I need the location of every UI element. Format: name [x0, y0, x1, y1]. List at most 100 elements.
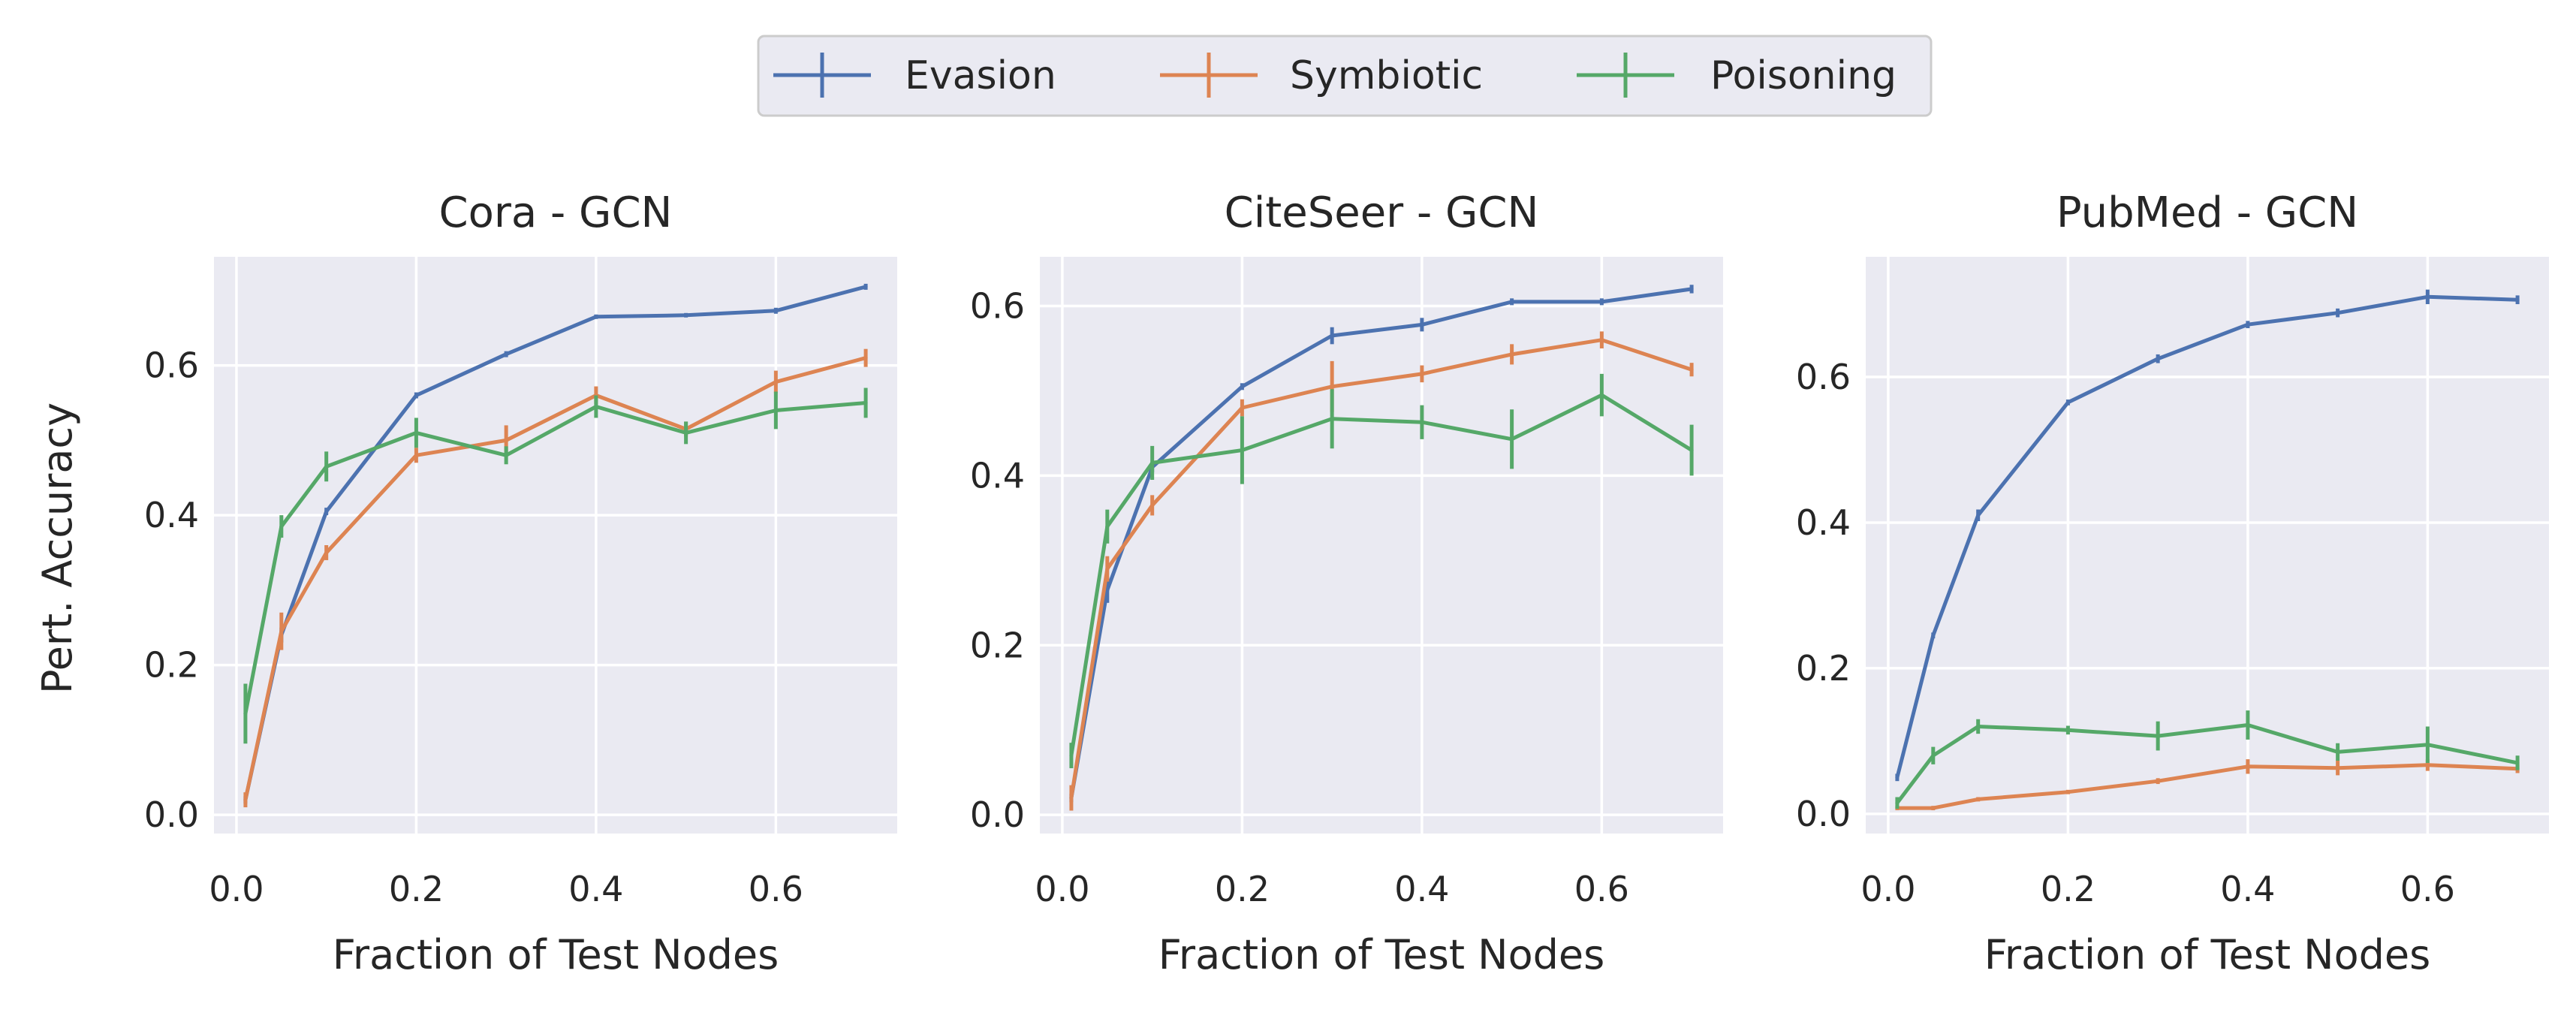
- data-point-symbiotic: [1510, 352, 1514, 357]
- plot-area: [1866, 257, 2549, 834]
- data-point-evasion: [1976, 513, 1981, 517]
- legend-entry-poisoning: Poisoning: [1577, 53, 1897, 98]
- data-point-evasion: [2425, 294, 2430, 299]
- data-point-evasion: [1105, 588, 1110, 592]
- data-point-poisoning: [414, 430, 418, 435]
- y-tick-label: 0.4: [970, 455, 1025, 496]
- data-point-poisoning: [1150, 460, 1155, 465]
- data-point-evasion: [2065, 400, 2070, 405]
- y-tick-label: 0.6: [970, 286, 1025, 327]
- legend-label-symbiotic: Symbiotic: [1290, 53, 1483, 98]
- x-tick-label: 0.2: [2041, 869, 2095, 909]
- data-point-symbiotic: [2246, 764, 2250, 769]
- y-tick-label: 0.0: [144, 794, 199, 835]
- data-point-evasion: [1330, 333, 1334, 338]
- y-tick-label: 0.0: [970, 794, 1025, 835]
- data-point-symbiotic: [504, 438, 508, 442]
- data-point-symbiotic: [1420, 372, 1424, 376]
- x-tick-label: 0.0: [209, 869, 264, 909]
- x-tick-label: 0.0: [1035, 869, 1089, 909]
- data-point-evasion: [414, 393, 418, 398]
- y-tick-label: 0.4: [1796, 502, 1851, 543]
- data-point-symbiotic: [414, 453, 418, 457]
- y-tick-label: 0.2: [1796, 648, 1851, 689]
- data-point-symbiotic: [324, 550, 329, 555]
- data-point-poisoning: [1240, 448, 1244, 453]
- data-point-poisoning: [863, 400, 868, 405]
- data-point-symbiotic: [2156, 779, 2160, 783]
- panel-cora-gcn: 0.0 0.2 0.4 0.6 0.0 0.2 0.4 0.6 Cora - GCN Fracti…: [144, 188, 897, 978]
- data-point-evasion: [504, 352, 508, 357]
- data-point-poisoning: [1330, 417, 1334, 421]
- y-tick-label: 0.6: [144, 345, 199, 386]
- data-point-symbiotic: [279, 629, 284, 634]
- x-tick-label: 0.4: [2220, 869, 2275, 909]
- data-point-symbiotic: [1069, 796, 1074, 800]
- data-point-poisoning: [684, 430, 688, 435]
- data-point-symbiotic: [1330, 384, 1334, 389]
- x-tick-label: 0.6: [1574, 869, 1629, 909]
- panel-pubmed-gcn: 0.0 0.2 0.4 0.6 0.0 0.2 0.4 0.6 PubMed - GCN Frac…: [1796, 188, 2549, 978]
- y-axis-label: Pert. Accuracy: [34, 402, 81, 694]
- legend-entry-symbiotic: Symbiotic: [1160, 53, 1483, 98]
- data-point-poisoning: [2336, 749, 2340, 754]
- data-point-poisoning: [1599, 393, 1604, 397]
- data-point-symbiotic: [2065, 790, 2070, 794]
- data-point-symbiotic: [243, 797, 248, 802]
- panel-title: Cora - GCN: [439, 188, 673, 237]
- data-point-symbiotic: [2425, 763, 2430, 767]
- data-point-evasion: [684, 313, 688, 318]
- data-point-evasion: [594, 315, 598, 319]
- plot-area: [1040, 257, 1723, 834]
- data-point-poisoning: [1105, 524, 1110, 529]
- data-point-evasion: [2336, 311, 2340, 315]
- data-point-poisoning: [243, 711, 248, 716]
- data-point-poisoning: [594, 404, 598, 408]
- data-point-poisoning: [1689, 448, 1694, 453]
- data-point-poisoning: [1420, 420, 1424, 424]
- data-point-symbiotic: [863, 356, 868, 360]
- panel-title: CiteSeer - GCN: [1225, 188, 1539, 237]
- data-point-poisoning: [1976, 724, 1981, 728]
- legend-label-evasion: Evasion: [905, 53, 1056, 98]
- data-point-poisoning: [1069, 753, 1074, 758]
- data-point-poisoning: [1931, 753, 1936, 758]
- legend: Evasion Symbiotic Poisoning: [757, 35, 1933, 117]
- data-point-poisoning: [2065, 728, 2070, 732]
- data-point-evasion: [1599, 300, 1604, 304]
- data-point-symbiotic: [2336, 766, 2340, 770]
- data-point-poisoning: [2515, 761, 2520, 765]
- data-point-symbiotic: [1599, 338, 1604, 342]
- panel-title: PubMed - GCN: [2056, 188, 2358, 237]
- data-point-symbiotic: [1105, 567, 1110, 571]
- data-point-symbiotic: [1931, 806, 1936, 810]
- data-point-evasion: [1510, 300, 1514, 304]
- data-point-evasion: [1240, 384, 1244, 389]
- data-point-evasion: [2515, 297, 2520, 302]
- data-point-evasion: [2156, 357, 2160, 361]
- data-point-evasion: [1931, 633, 1936, 638]
- x-tick-label: 0.2: [389, 869, 444, 909]
- data-point-evasion: [2246, 322, 2250, 327]
- x-tick-label: 0.4: [1394, 869, 1449, 909]
- data-point-evasion: [1895, 775, 1900, 779]
- x-axis-label: Fraction of Test Nodes: [333, 931, 779, 978]
- data-point-poisoning: [1895, 800, 1900, 805]
- data-point-poisoning: [1510, 437, 1514, 442]
- x-tick-label: 0.6: [749, 869, 803, 909]
- y-tick-label: 0.0: [1796, 794, 1851, 834]
- y-tick-label: 0.2: [144, 645, 199, 686]
- data-point-poisoning: [504, 453, 508, 457]
- data-point-symbiotic: [1689, 367, 1694, 372]
- data-point-evasion: [1420, 322, 1424, 327]
- x-tick-label: 0.2: [1215, 869, 1270, 909]
- x-axis-label: Fraction of Test Nodes: [1158, 931, 1605, 978]
- data-point-symbiotic: [773, 380, 778, 384]
- data-point-evasion: [773, 309, 778, 313]
- data-point-poisoning: [279, 524, 284, 529]
- x-tick-label: 0.4: [568, 869, 623, 909]
- y-tick-label: 0.6: [1796, 357, 1851, 397]
- data-point-symbiotic: [1150, 503, 1155, 508]
- data-point-evasion: [1689, 287, 1694, 291]
